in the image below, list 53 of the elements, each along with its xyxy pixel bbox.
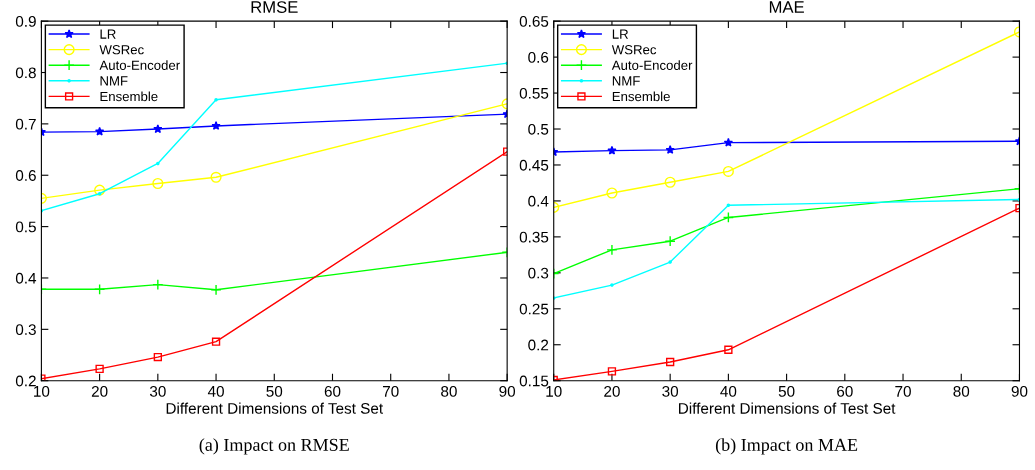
y-tick-label: 0.45 [519,159,549,171]
legend-label: NMF [100,76,128,86]
x-tick-label: 10 [546,385,562,397]
x-tick-label: 30 [662,385,679,397]
x-tick-label: 70 [895,385,911,397]
legend-label: Auto-Encoder [611,60,693,70]
y-tick-label: 0.6 [15,170,36,181]
legend-label: Ensemble [100,91,158,102]
y-tick-label: 0.4 [528,195,549,207]
x-tick-label: 90 [1011,385,1028,397]
x-tick-label: 20 [604,385,620,397]
x-tick-label: 10 [34,385,50,397]
legend-label: WSRec [611,45,657,55]
y-tick-label: 0.5 [15,221,36,233]
y-tick-label: 0.65 [519,16,549,27]
x-tick-label: 60 [837,385,853,397]
y-tick-label: 0.9 [15,16,36,27]
text: (b) Impact on MAE [715,438,858,455]
y-tick-label: 0.35 [519,231,549,243]
y-tick-label: 0.55 [519,87,549,99]
x-tick-label: 90 [499,385,516,397]
y-tick-label: 0.8 [15,67,36,79]
y-tick-label: 0.25 [519,303,549,315]
y-tick-label: 0.3 [528,267,549,279]
x-tick-label: 40 [207,385,224,397]
x-tick-label: 70 [383,385,399,397]
y-tick-label: 0.2 [528,339,549,351]
x-axis-title: Different Dimensions of Test Set [679,402,896,414]
y-tick-label: 0.3 [15,324,36,336]
legend-label: Auto-Encoder [99,60,180,70]
x-tick-label: 80 [441,385,457,397]
x-tick-label: 50 [266,385,283,397]
y-tick-label: 0.5 [528,123,549,135]
legend-label: LR [100,29,116,39]
x-tick-label: 50 [778,385,795,397]
legend-label: NMF [612,76,640,86]
x-tick-label: 30 [149,385,166,397]
x-tick-label: 40 [720,385,737,397]
x-axis-title: Different Dimensions of Test Set [166,402,384,414]
y-tick-label: 0.2 [15,375,36,387]
x-tick-label: 20 [91,385,108,397]
legend-label: WSRec [99,45,144,55]
legend-label: Ensemble [612,91,670,102]
legend-label: LR [612,29,629,39]
chart-title: MAE [769,1,804,13]
x-tick-label: 80 [953,385,970,397]
chart-title: RMSE [251,1,298,13]
y-tick-label: 0.4 [15,272,37,284]
y-tick-label: 0.7 [15,118,36,130]
y-tick-label: 0.6 [528,51,549,63]
text: (a) Impact on RMSE [199,438,349,455]
y-tick-label: 0.15 [519,375,549,387]
x-tick-label: 60 [324,385,341,397]
